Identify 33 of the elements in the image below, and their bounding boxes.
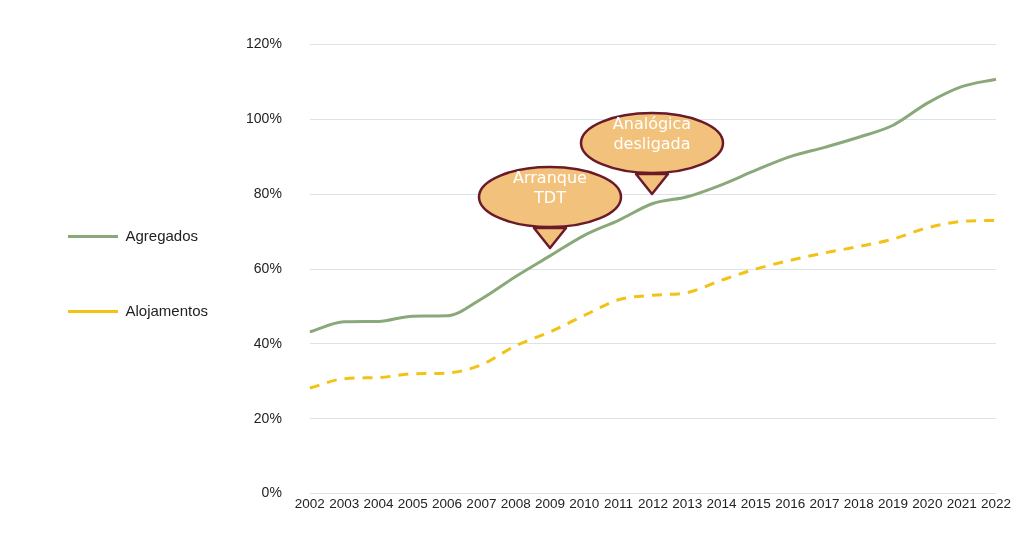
x-tick-label: 2014 <box>706 496 738 512</box>
x-tick-label: 2007 <box>466 496 497 512</box>
x-tick-label: 2006 <box>432 496 463 512</box>
x-tick-label: 2016 <box>775 496 806 512</box>
y-tick-label: 120% <box>246 35 282 52</box>
y-tick-label: 100% <box>246 110 282 127</box>
x-tick-label: 2009 <box>534 496 566 512</box>
y-tick-label: 20% <box>253 409 282 426</box>
y-tick-label: 80% <box>253 184 282 201</box>
x-tick-label: 2005 <box>397 496 428 512</box>
x-tick-label: 2010 <box>569 496 600 512</box>
x-tick-label: 2008 <box>500 496 531 512</box>
y-tick-label: 40% <box>253 334 282 351</box>
x-tick-label: 2017 <box>809 496 840 512</box>
x-tick-label: 2011 <box>604 496 634 512</box>
x-tick-label: 2015 <box>740 496 771 512</box>
y-tick-label: 0% <box>261 484 282 501</box>
x-tick-label: 2002 <box>294 496 325 512</box>
y-tick-label: 60% <box>253 259 282 276</box>
annotation: Arranque TDT <box>512 168 588 208</box>
line-series <box>308 77 998 334</box>
x-tick-label: 2003 <box>329 496 360 512</box>
x-tick-label: 2020 <box>912 496 943 512</box>
legend-label: Alojamentos <box>125 301 209 319</box>
x-tick-label: 2021 <box>946 496 977 512</box>
x-tick-label: 2022 <box>980 496 1012 512</box>
x-tick-label: 2019 <box>878 496 909 512</box>
annotation: Analógica desligada <box>611 114 693 154</box>
legend-label: Agregados <box>125 226 199 244</box>
x-tick-label: 2012 <box>637 496 668 512</box>
x-tick-label: 2013 <box>672 496 703 512</box>
x-tick-label: 2018 <box>843 496 874 512</box>
x-tick-label: 2004 <box>363 496 394 512</box>
